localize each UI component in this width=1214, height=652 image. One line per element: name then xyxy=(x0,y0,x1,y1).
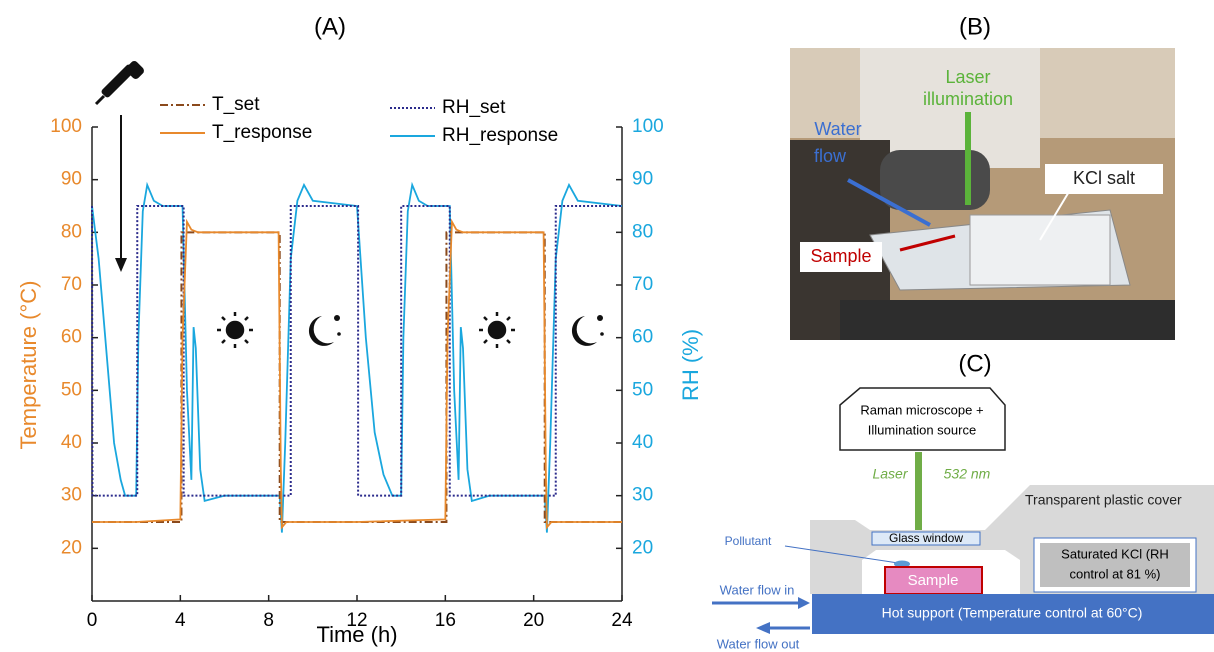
y2-axis-title: RH (%) xyxy=(678,329,703,401)
photo xyxy=(790,48,1175,340)
x-tick-label: 24 xyxy=(611,610,633,631)
series-line xyxy=(91,205,622,497)
photo-label: Water xyxy=(814,119,861,139)
microscope xyxy=(839,387,1006,451)
kcl-salt xyxy=(1040,543,1190,587)
moon-icon xyxy=(571,315,604,346)
pointer xyxy=(784,545,899,564)
series-line xyxy=(92,231,622,523)
y2-tick-label: 40 xyxy=(632,432,653,453)
moon-icon xyxy=(308,315,341,346)
diagram-label: Illumination source xyxy=(868,422,976,437)
x-tick-label: 20 xyxy=(523,610,544,631)
glass-window xyxy=(871,531,981,546)
diagram-label: 532 nm xyxy=(944,466,991,482)
diagram-label: Hot support (Temperature control at 60°C… xyxy=(882,605,1143,621)
panel-title: (C) xyxy=(958,350,991,377)
diagram-label: Water flow out xyxy=(717,636,800,651)
legend-label: T_response xyxy=(212,122,312,143)
y-tick-label: 60 xyxy=(61,327,82,348)
y-tick-label: 30 xyxy=(61,485,82,506)
y2-tick-label: 20 xyxy=(632,537,653,558)
x-tick-label: 0 xyxy=(87,610,98,631)
x-tick-label: 8 xyxy=(263,610,274,631)
photo-label: Sample xyxy=(810,246,871,266)
photo-label: KCl salt xyxy=(1073,168,1135,188)
panel-title: (B) xyxy=(959,13,991,40)
x-axis-title: Time (h) xyxy=(316,622,397,647)
x-tick-label: 4 xyxy=(175,610,186,631)
series-line xyxy=(92,218,622,530)
y2-tick-label: 100 xyxy=(632,116,664,137)
y-tick-label: 70 xyxy=(61,274,82,295)
series-line xyxy=(91,181,623,533)
legend-label: RH_response xyxy=(442,125,558,146)
label-box xyxy=(1045,164,1163,194)
chart-title: (A) xyxy=(314,13,346,40)
y2-tick-label: 70 xyxy=(632,274,653,295)
photo-label: Laser xyxy=(945,67,990,87)
y2-tick-label: 90 xyxy=(632,169,653,190)
photo-label: illumination xyxy=(923,89,1013,109)
y-tick-label: 40 xyxy=(61,432,82,453)
diagram-label: Sample xyxy=(908,572,959,589)
diagram-label: Transparent plastic cover xyxy=(1025,492,1182,508)
y-tick-label: 50 xyxy=(61,379,82,400)
dropper-icon xyxy=(94,61,144,106)
arrow-head xyxy=(798,597,810,609)
diagram-label: Raman microscope + xyxy=(860,402,983,417)
diagram-label: Saturated KCl (RH xyxy=(1061,546,1169,561)
y-tick-label: 20 xyxy=(61,537,82,558)
legend-label: RH_set xyxy=(442,97,506,118)
y2-tick-label: 60 xyxy=(632,327,653,348)
diagram-label: control at 81 %) xyxy=(1069,566,1160,581)
y2-tick-label: 30 xyxy=(632,485,653,506)
hot-support xyxy=(812,594,1214,634)
arrow-head xyxy=(115,258,127,272)
x-tick-label: 16 xyxy=(435,610,456,631)
pollutant xyxy=(894,560,910,568)
diagram-label: Water flow in xyxy=(720,582,795,597)
y-axis-title: Temperature (°C) xyxy=(16,281,41,450)
legend-label: T_set xyxy=(212,94,260,115)
label-box xyxy=(800,242,882,272)
photo-label: flow xyxy=(814,146,847,166)
diagram-label: Pollutant xyxy=(725,534,772,548)
laser-beam xyxy=(915,452,922,534)
y2-tick-label: 80 xyxy=(632,221,653,242)
x-tick-label: 12 xyxy=(346,610,367,631)
y-tick-label: 90 xyxy=(61,169,82,190)
sun-icon xyxy=(217,312,253,348)
arrow-head xyxy=(756,622,770,634)
y-tick-label: 80 xyxy=(61,221,82,242)
diagram-label: Glass window xyxy=(889,531,963,545)
y2-tick-label: 50 xyxy=(632,379,653,400)
sun-icon xyxy=(479,312,515,348)
y-tick-label: 100 xyxy=(50,116,82,137)
diagram-label: Laser xyxy=(872,466,908,482)
